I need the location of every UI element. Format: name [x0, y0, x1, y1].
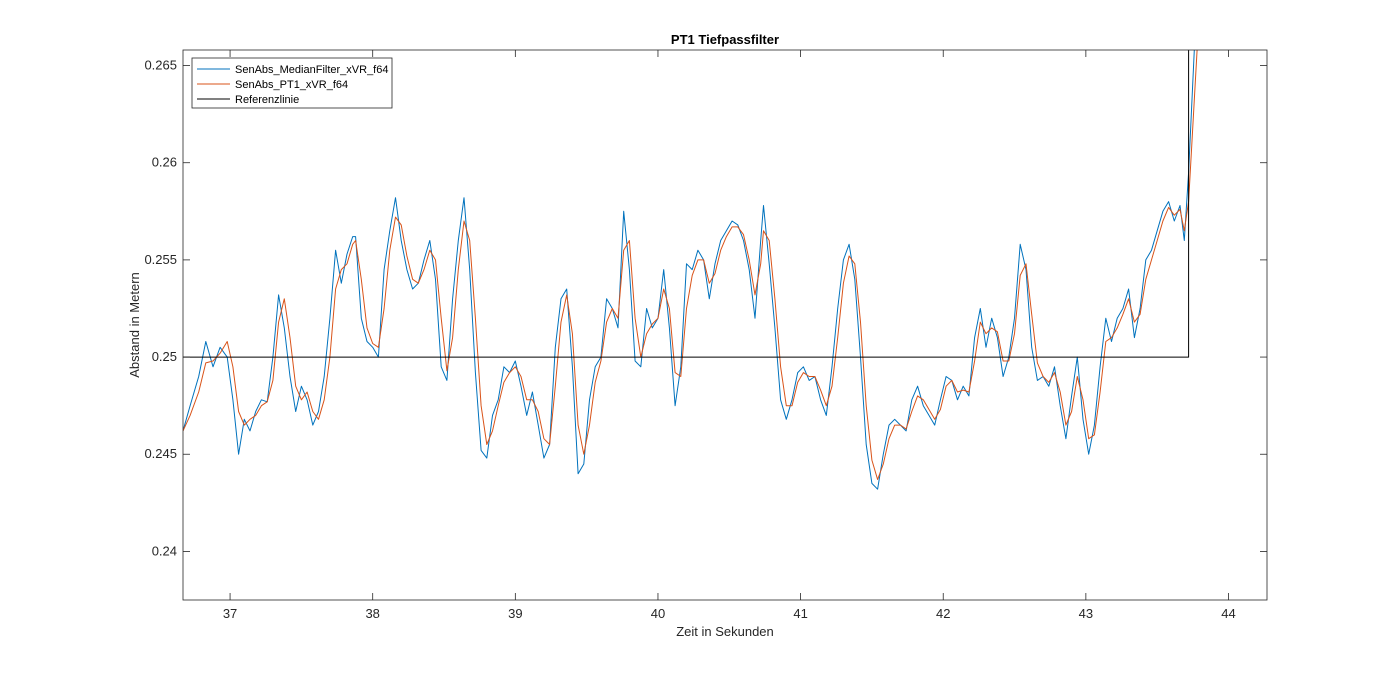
legend-label: SenAbs_PT1_xVR_f64: [235, 79, 348, 91]
x-tick-label: 38: [365, 606, 379, 621]
y-tick-label: 0.255: [144, 252, 177, 267]
series-line-3: [183, 50, 1190, 358]
x-tick-label: 37: [223, 606, 237, 621]
x-tick-label: 40: [651, 606, 665, 621]
x-axis-label: Zeit in Sekunden: [676, 624, 774, 639]
x-tick-label: 39: [508, 606, 522, 621]
plot-frame: [182, 49, 1268, 601]
legend: SenAbs_MedianFilter_xVR_f64 SenAbs_PT1_xV…: [191, 57, 393, 109]
y-axis-label: Abstand in Metern: [127, 272, 142, 378]
x-tick-label: 41: [793, 606, 807, 621]
x-tick-label: 44: [1221, 606, 1235, 621]
y-axis: 0.24 0.245 0.25 0.255 0.26 0.265: [144, 58, 1267, 558]
y-tick-label: 0.26: [152, 155, 177, 170]
legend-label: Referenzlinie: [235, 94, 299, 106]
legend-box: [191, 57, 393, 109]
legend-label: SenAbs_MedianFilter_xVR_f64: [235, 64, 388, 76]
series-line-2: [183, 50, 1198, 480]
y-tick-label: 0.245: [144, 446, 177, 461]
y-tick-label: 0.24: [152, 543, 177, 558]
series-line-1: [183, 50, 1195, 490]
y-tick-label: 0.265: [144, 58, 177, 73]
plot-area: [183, 50, 1267, 600]
x-tick-label: 42: [936, 606, 950, 621]
y-tick-label: 0.25: [152, 349, 177, 364]
x-axis: 37 38 39 40 41 42 43 44: [223, 50, 1236, 621]
series-layer: [183, 50, 1198, 490]
x-tick-label: 43: [1079, 606, 1093, 621]
chart-title: PT1 Tiefpassfilter: [671, 32, 779, 47]
